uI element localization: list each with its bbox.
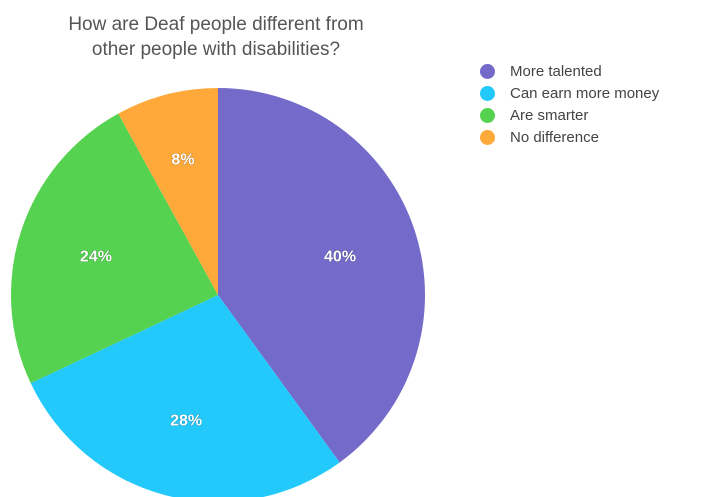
- legend-swatch-are-smarter: [480, 108, 495, 123]
- legend-label-more-talented: More talented: [510, 63, 602, 80]
- legend-label-can-earn-more-money: Can earn more money: [510, 85, 659, 102]
- pie-label-are-smarter: 24%: [80, 248, 112, 265]
- legend-label-no-difference: No difference: [510, 129, 599, 146]
- legend-swatch-no-difference: [480, 130, 495, 145]
- pie-label-more-talented: 40%: [324, 248, 356, 265]
- legend-item-no-difference: No difference: [480, 126, 659, 148]
- legend-swatch-more-talented: [480, 64, 495, 79]
- legend-item-can-earn-more-money: Can earn more money: [480, 82, 659, 104]
- pie-label-no-difference: 8%: [171, 152, 194, 169]
- legend-item-more-talented: More talented: [480, 60, 659, 82]
- legend-swatch-can-earn-more-money: [480, 86, 495, 101]
- legend-label-are-smarter: Are smarter: [510, 107, 588, 124]
- legend-item-are-smarter: Are smarter: [480, 104, 659, 126]
- chart-legend: More talented Can earn more money Are sm…: [480, 60, 659, 148]
- pie-label-can-earn-more-money: 28%: [170, 412, 202, 429]
